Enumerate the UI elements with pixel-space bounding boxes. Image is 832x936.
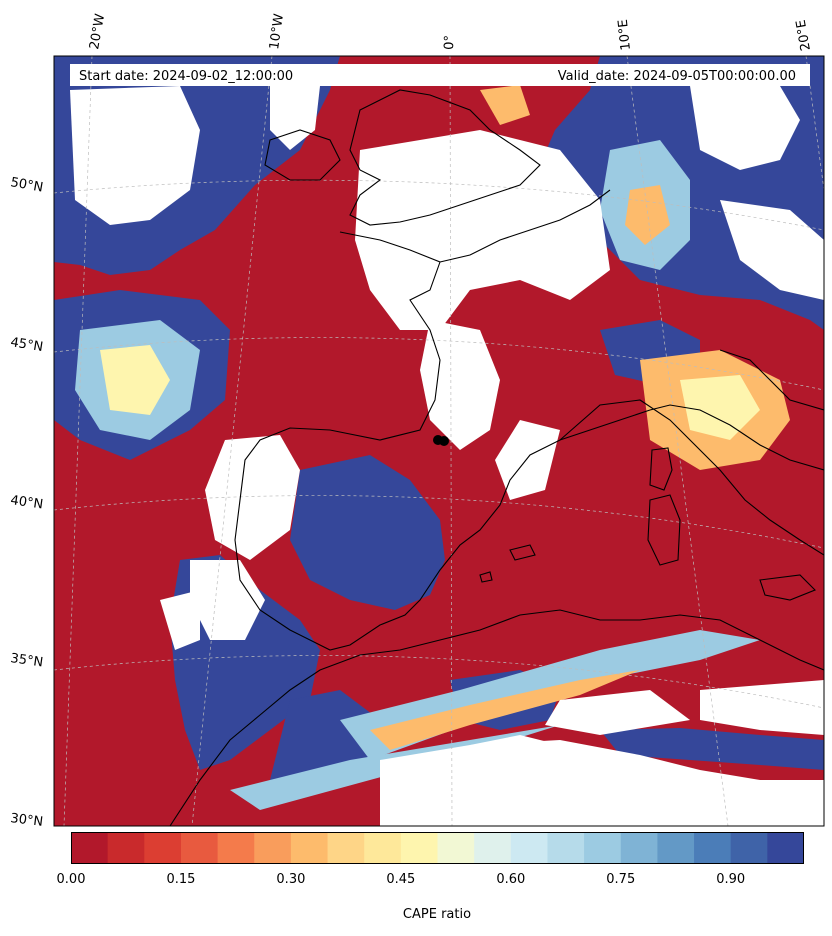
colorbar bbox=[71, 832, 804, 864]
start-date-label: Start date: 2024-09-02_12:00:00 bbox=[79, 69, 293, 84]
colorbar-segment bbox=[254, 832, 292, 864]
colorbar-tick-label: 0.00 bbox=[56, 872, 86, 887]
lat-label-50n: 50°N bbox=[9, 175, 44, 195]
longitude-labels: 20°W 10°W 0° 10°E 20°E bbox=[87, 13, 814, 52]
lon-label-0: 0° bbox=[442, 35, 458, 50]
colorbar-segment bbox=[71, 832, 109, 864]
colorbar-frame bbox=[71, 832, 804, 864]
date-banner bbox=[70, 64, 810, 86]
colorbar-tick-label: 0.15 bbox=[166, 872, 196, 887]
cape-ratio-field bbox=[54, 56, 824, 826]
colorbar-segment bbox=[437, 832, 475, 864]
no-data-regions bbox=[70, 86, 824, 826]
latitude-labels: 50°N 45°N 40°N 35°N 30°N bbox=[9, 175, 44, 830]
colorbar-tick-label: 0.75 bbox=[606, 872, 636, 887]
colorbar-segment bbox=[730, 832, 768, 864]
lat-label-30n: 30°N bbox=[10, 811, 44, 830]
colorbar-segment bbox=[510, 832, 548, 864]
colorbar-segment bbox=[364, 832, 402, 864]
colorbar-segment bbox=[657, 832, 695, 864]
lon-label-20w: 20°W bbox=[87, 13, 108, 51]
valid-date-label: Valid_date: 2024-09-05T00:00:00.00 bbox=[558, 69, 796, 84]
colorbar-segment bbox=[107, 832, 145, 864]
colorbar-segment bbox=[767, 832, 804, 864]
lon-label-20e: 20°E bbox=[794, 19, 814, 52]
lat-label-45n: 45°N bbox=[9, 335, 44, 355]
colorbar-segment bbox=[547, 832, 585, 864]
colorbar-segment bbox=[620, 832, 658, 864]
colorbar-tick-label: 0.30 bbox=[276, 872, 306, 887]
colorbar-segment bbox=[400, 832, 438, 864]
colorbar-segment bbox=[694, 832, 732, 864]
lat-label-35n: 35°N bbox=[9, 651, 44, 670]
colorbar-tick-label: 0.90 bbox=[716, 872, 746, 887]
colorbar-tick-label: 0.60 bbox=[496, 872, 526, 887]
colorbar-segment bbox=[180, 832, 219, 864]
colorbar-segment bbox=[474, 832, 512, 864]
lat-label-40n: 40°N bbox=[9, 493, 44, 512]
colorbar-label: CAPE ratio bbox=[402, 907, 472, 922]
lon-label-10e: 10°E bbox=[616, 18, 634, 51]
colorbar-segment bbox=[327, 832, 365, 864]
graticule bbox=[54, 56, 824, 826]
colorbar-segment bbox=[217, 832, 255, 864]
colorbar-segment bbox=[584, 832, 622, 864]
colorbar-segment bbox=[144, 832, 182, 864]
colorbar-tick-label: 0.45 bbox=[386, 872, 416, 887]
lon-label-10w: 10°W bbox=[267, 13, 287, 51]
station-markers bbox=[433, 435, 449, 446]
map-frame bbox=[53, 55, 825, 827]
coastlines bbox=[169, 89, 824, 826]
colorbar-segment bbox=[290, 832, 329, 864]
